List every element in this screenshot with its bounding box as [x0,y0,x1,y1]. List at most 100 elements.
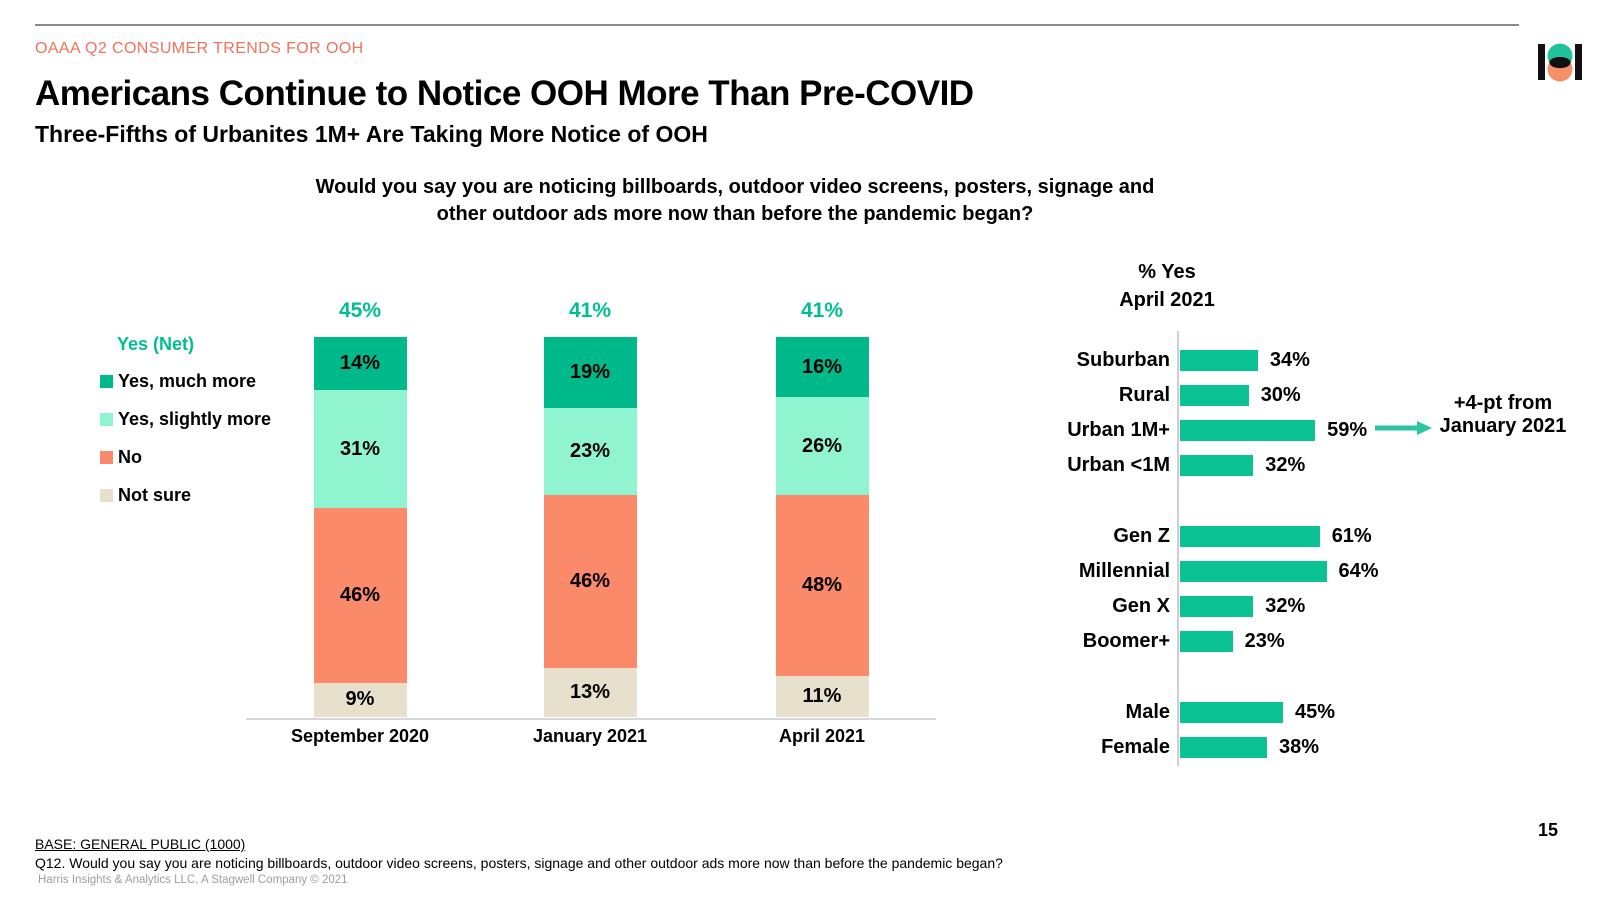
row-label: Gen Z [1113,525,1170,547]
x-axis-line [246,718,936,720]
annotation-line1: +4-pt from [1453,392,1553,414]
row-label: Gen X [1112,595,1170,617]
bar-segment: 19% [543,337,637,409]
legend-items: Yes, much more Yes, slightly more No Not su… [100,371,271,506]
row-bar [1180,561,1327,582]
row-value: 38% [1279,736,1320,758]
segment-value-label: 26% [801,434,843,457]
base-note: BASE: GENERAL PUBLIC (1000) [35,836,246,852]
row-bar [1180,702,1284,723]
row-value: 30% [1260,384,1301,406]
bar-group: Gen Z 61% Millennial 64% Gen X 32% Boomer+ 23% [980,519,1379,659]
bar-segment: 16% [775,337,869,398]
bar-segment: 26% [775,397,869,495]
legend-item-label: No [118,447,142,467]
segment-value-label: 31% [339,437,381,460]
row-value: 32% [1265,454,1306,476]
horizontal-chart-title: % Yes April 2021 [1040,258,1294,314]
segment-value-label: 13% [569,681,611,704]
bar-row: Gen Z 61% [980,519,1379,554]
annotation-line2: January 2021 [1439,415,1567,437]
bar-segment: 31% [313,390,407,508]
legend-item: Yes, much more [100,371,271,392]
bar-group: Male 45% Female 38% [980,695,1379,765]
bar-row: Millennial 64% [980,554,1379,589]
bar-segment: 46% [313,507,407,683]
row-value: 23% [1244,630,1285,652]
row-bar [1180,420,1316,441]
row-bar [1180,350,1258,371]
row-label: Urban <1M [1067,454,1170,476]
legend-item-label: Yes, slightly more [118,409,272,429]
legend: Yes (Net) Yes, much more Yes, slightly mo… [100,334,271,523]
bar-group: Suburban 34% Rural 30% Urban 1M+ 59% Urban <1M… [980,343,1379,483]
bar-row: Gen X 32% [980,589,1379,624]
source-note: Harris Insights & Analytics LLC, A Stagw… [38,874,348,886]
legend-item-label: Not sure [118,485,192,505]
row-label: Millennial [1078,560,1170,582]
horizontal-chart-title-line2: April 2021 [1119,289,1215,311]
stacked-bar: 16% 26% 48% 11% [775,337,869,717]
no-swatch-icon [100,451,113,464]
survey-question-line2: other outdoor ads more now than before t… [436,203,1034,225]
stacked-bar: 14% 31% 46% 9% [313,337,407,717]
legend-title: Yes (Net) [117,334,195,354]
bar-segment: 23% [543,408,637,496]
category-label: September 2020 [290,726,430,746]
row-bar [1180,385,1249,406]
row-label: Rural [1118,384,1170,406]
segment-value-label: 48% [801,573,843,596]
row-value: 61% [1331,525,1372,547]
annotation: +4-pt from January 2021 [1408,392,1598,438]
row-value: 64% [1338,560,1379,582]
bar-row: Urban 1M+ 59% [980,413,1379,448]
net-yes-label: 41% [568,299,612,322]
top-divider [35,24,1519,26]
row-label: Suburban [1076,349,1170,371]
question-footnote: Q12. Would you say you are noticing bill… [35,855,1003,871]
segment-value-label: 11% [802,684,842,707]
row-label: Boomer+ [1082,630,1170,652]
legend-item: Not sure [100,485,271,506]
segment-value-label: 9% [345,688,375,711]
segment-value-label: 23% [569,440,611,463]
segment-value-label: 16% [801,355,843,378]
bar-row: Urban <1M 32% [980,448,1379,483]
row-bar [1180,631,1233,652]
bar-row: Female 38% [980,730,1379,765]
page-number: 15 [1538,820,1559,840]
y-axis-line [1177,331,1179,766]
row-bar [1180,455,1254,476]
bar-segment: 11% [775,675,869,717]
row-value: 59% [1327,419,1368,441]
legend-item: Yes, slightly more [100,409,271,430]
page-title: Americans Continue to Notice OOH More Th… [35,74,974,113]
bar-row: Rural 30% [980,378,1379,413]
net-yes-label: 45% [338,299,382,322]
bar-row: Male 45% [980,695,1379,730]
survey-question: Would you say you are noticing billboard… [160,174,1310,228]
segment-value-label: 46% [339,583,381,606]
harris-poll-logo-icon [1536,40,1584,84]
legend-item: No [100,447,271,468]
arrow-right-icon [1374,421,1432,440]
row-label: Male [1125,701,1170,723]
horizontal-chart-title-line1: % Yes [1138,261,1196,283]
segment-value-label: 19% [569,361,611,384]
survey-question-line1: Would you say you are noticing billboard… [315,176,1155,198]
stacked-bar: 19% 23% 46% 13% [543,337,637,717]
row-label: Urban 1M+ [1067,419,1170,441]
segment-value-label: 14% [339,352,381,375]
row-label: Female [1101,736,1170,758]
row-bar [1180,737,1268,758]
legend-item-label: Yes, much more [118,371,257,391]
category-label: April 2021 [778,726,866,746]
kicker: OAAA Q2 CONSUMER TRENDS FOR OOH [35,40,364,57]
segment-value-label: 46% [569,570,611,593]
bar-segment: 14% [313,337,407,391]
row-bar [1180,526,1320,547]
bar-segment: 13% [543,668,637,717]
bar-segment: 9% [313,682,407,717]
yes-much-more-swatch-icon [100,375,113,388]
